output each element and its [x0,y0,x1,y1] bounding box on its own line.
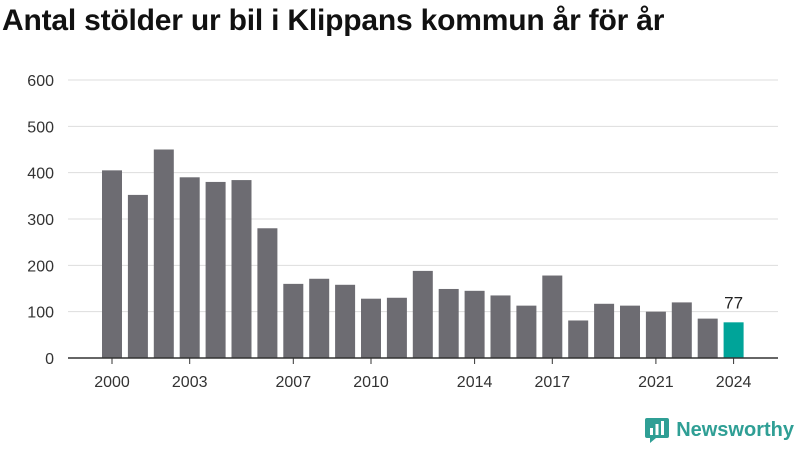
bar [412,270,433,358]
bar [723,322,744,358]
bar [542,275,563,358]
bar [516,305,537,358]
bar [361,298,381,358]
bar [309,278,330,358]
bar [697,318,718,358]
data-label: 77 [724,293,743,312]
bar [127,194,148,358]
bar [671,302,692,358]
bar [335,284,356,358]
bar [205,181,226,358]
y-tick-label: 300 [27,212,54,229]
bar [594,303,615,358]
y-tick-label: 100 [27,305,54,322]
bar [283,283,304,358]
x-tick-label: 2017 [535,374,571,391]
bar [464,290,485,358]
bar [645,311,666,358]
newsworthy-logo[interactable]: Newsworthy [644,416,794,444]
bar [153,149,174,358]
y-tick-label: 600 [27,73,54,90]
x-tick-label: 2024 [716,374,752,391]
bar [568,320,589,358]
x-tick-label: 2003 [172,374,208,391]
y-tick-label: 0 [45,351,54,368]
bar [102,170,122,358]
bar [490,295,511,358]
x-tick-label: 2010 [353,374,389,391]
newsworthy-logo-text: Newsworthy [676,418,794,441]
y-tick-label: 200 [27,258,54,275]
y-tick-label: 400 [27,166,54,183]
bar [179,177,200,358]
chart-title: Antal stölder ur bil i Klippans kommun å… [2,4,665,37]
x-tick-label: 2007 [276,374,312,391]
bar [438,288,459,358]
x-tick-label: 2014 [457,374,493,391]
newsworthy-logo-icon [645,418,670,443]
bar [257,228,278,358]
x-tick-label: 2000 [94,374,130,391]
bar [620,305,640,358]
x-tick-label: 2021 [638,374,674,391]
bar [386,297,407,358]
bar [231,180,252,358]
y-tick-label: 500 [27,119,54,136]
